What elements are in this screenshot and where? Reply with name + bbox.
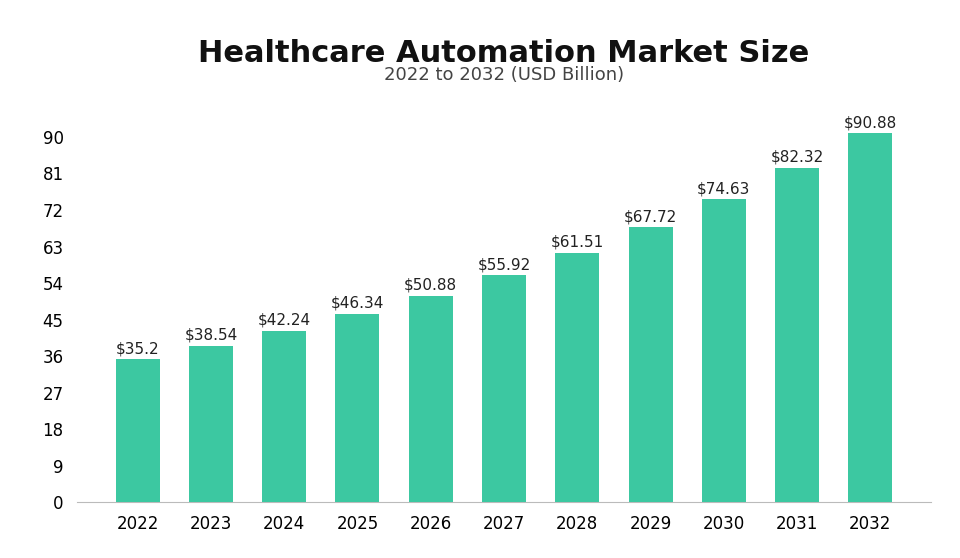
Bar bbox=[189, 346, 233, 502]
Bar bbox=[335, 314, 379, 502]
Bar bbox=[482, 275, 526, 502]
Text: $67.72: $67.72 bbox=[624, 209, 677, 224]
Text: $35.2: $35.2 bbox=[116, 341, 159, 356]
Text: $61.51: $61.51 bbox=[551, 234, 604, 249]
Text: $42.24: $42.24 bbox=[257, 312, 311, 328]
Text: $74.63: $74.63 bbox=[697, 181, 751, 196]
Text: $50.88: $50.88 bbox=[404, 277, 457, 292]
Bar bbox=[702, 199, 746, 502]
Text: 2022 to 2032 (USD Billion): 2022 to 2032 (USD Billion) bbox=[384, 66, 624, 84]
Text: $38.54: $38.54 bbox=[184, 328, 237, 343]
Bar bbox=[849, 133, 893, 502]
Bar bbox=[555, 253, 599, 502]
Bar bbox=[629, 227, 673, 502]
Title: Healthcare Automation Market Size: Healthcare Automation Market Size bbox=[199, 39, 809, 68]
Bar bbox=[262, 331, 306, 502]
Bar bbox=[775, 168, 819, 502]
Bar bbox=[409, 296, 453, 502]
Text: $46.34: $46.34 bbox=[331, 296, 384, 311]
Bar bbox=[115, 359, 159, 502]
Text: $82.32: $82.32 bbox=[771, 150, 824, 165]
Text: $55.92: $55.92 bbox=[477, 257, 531, 272]
Text: $90.88: $90.88 bbox=[844, 115, 897, 130]
